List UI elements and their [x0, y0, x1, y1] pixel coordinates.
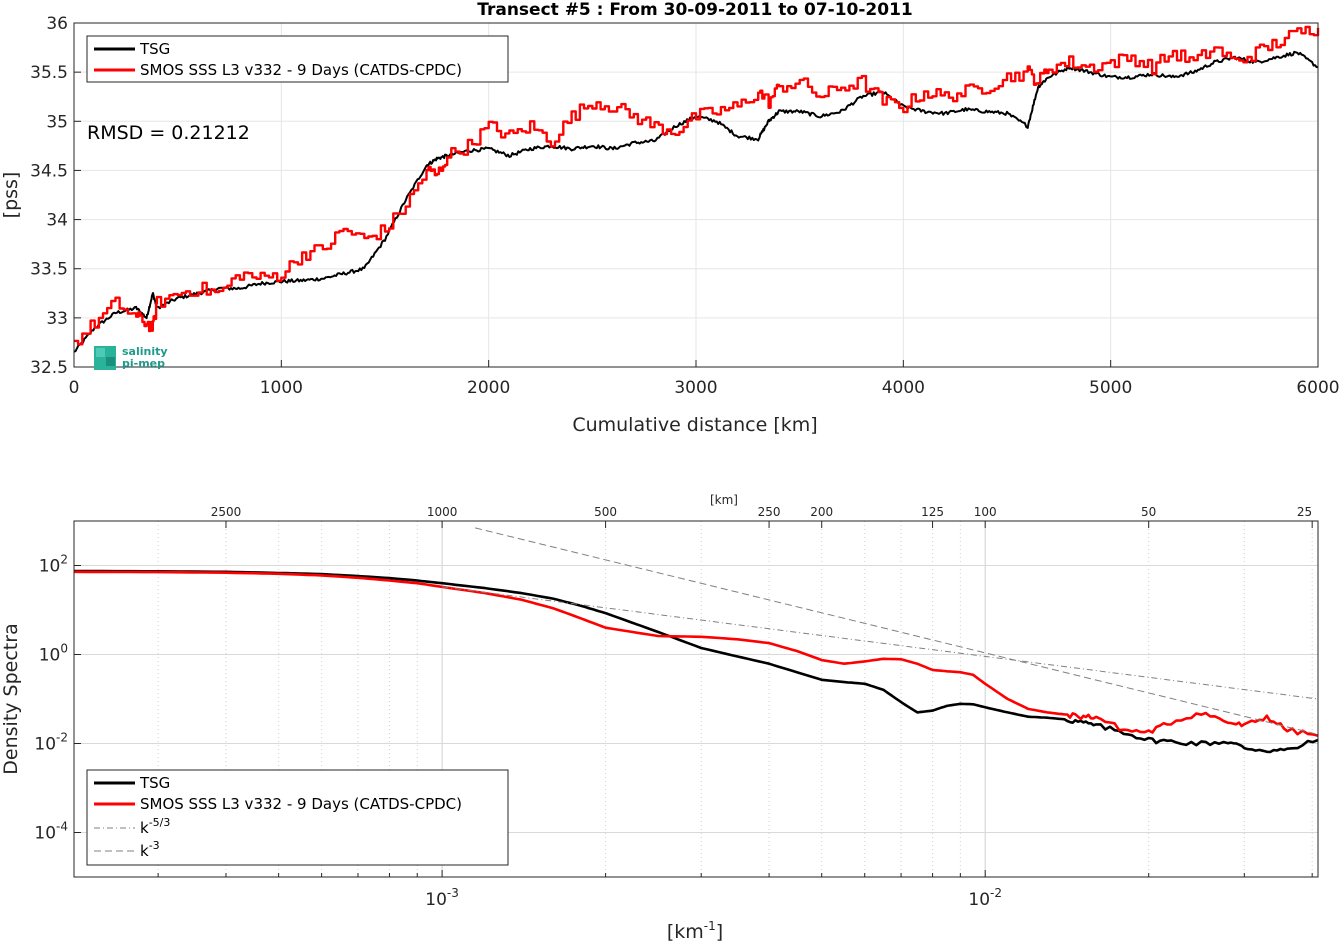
- bottom-x-axis-label: [km-1]: [667, 919, 723, 942]
- top-y-ticks: 32.5 33 33.5 34 34.5 35 35.5 36: [30, 14, 81, 378]
- top-x-tick-label: 1000: [260, 378, 303, 398]
- bottom-top-tick-label: 25: [1297, 505, 1312, 519]
- bottom-x-axis-label-base: [km: [667, 921, 704, 942]
- tick-exp: 2: [60, 553, 68, 567]
- tick-base: 10: [39, 646, 61, 666]
- top-x-tick-label: 0: [69, 378, 80, 398]
- top-chart-title: Transect #5 : From 30-09-2011 to 07-10-2…: [477, 0, 913, 20]
- top-y-tick-label: 33.5: [30, 260, 68, 280]
- bottom-series-k53-line: [442, 586, 1319, 700]
- tick-base: 10: [425, 890, 447, 910]
- top-x-tick-label: 5000: [1089, 378, 1132, 398]
- bottom-y-tick-label: 100: [39, 642, 68, 666]
- tick-base: 10: [968, 890, 990, 910]
- bottom-x-axis-label-close: ]: [716, 921, 723, 942]
- bottom-series-tsg-line: [74, 569, 1319, 754]
- bottom-top-tick-label: 2500: [211, 505, 242, 519]
- bottom-top-tick-label: 200: [810, 505, 833, 519]
- bottom-top-tick-label: 250: [758, 505, 781, 519]
- top-legend: TSG SMOS SSS L3 v332 - 9 Days (CATDS-CPD…: [86, 35, 509, 83]
- tick-exp: 0: [60, 642, 68, 656]
- tick-base: 10: [34, 735, 56, 755]
- bottom-plot-frame: [73, 520, 1319, 878]
- bottom-legend-label-tsg: TSG: [139, 774, 170, 792]
- bottom-top-axis-label: [km]: [710, 493, 738, 507]
- legend-k3-base: k: [140, 842, 149, 860]
- top-y-tick-label: 32.5: [30, 358, 68, 378]
- bottom-top-tick-label: 125: [921, 505, 944, 519]
- tick-exp: -2: [990, 886, 1002, 900]
- bottom-top-tick-label: 1000: [427, 505, 458, 519]
- top-legend-label-tsg: TSG: [139, 40, 170, 58]
- top-y-tick-label: 33: [46, 309, 68, 329]
- bottom-y-tick-label: 10-2: [34, 731, 68, 755]
- top-x-ticks: 0 1000 2000 3000 4000 5000 6000: [69, 360, 1339, 398]
- bottom-x-axis-label-exp: -1: [704, 919, 716, 933]
- bottom-y-axis-label: Density Spectra: [0, 623, 22, 774]
- bottom-top-axis-ticks: 2500 1000 500 250 200 125 100 50 25: [211, 505, 1313, 528]
- top-x-tick-label: 2000: [467, 378, 510, 398]
- top-y-tick-label: 34: [46, 211, 68, 231]
- top-series-smos-line: [74, 25, 1320, 346]
- tick-exp: -2: [56, 731, 68, 745]
- logo-text-salinity: salinity: [122, 345, 168, 358]
- top-y-tick-label: 35: [46, 112, 68, 132]
- salinity-pi-mep-logo: salinity pi-mep: [94, 345, 168, 370]
- bottom-legend-label-k3: k-3: [140, 839, 160, 860]
- top-x-tick-label: 4000: [882, 378, 925, 398]
- bottom-series-k3-line: [474, 527, 1319, 735]
- top-y-tick-label: 35.5: [30, 63, 68, 83]
- bottom-x-tick-label: 10-2: [968, 886, 1002, 910]
- bottom-series-smos-line: [73, 570, 1319, 737]
- legend-k3-exp: -3: [149, 839, 160, 852]
- tick-exp: -3: [447, 886, 459, 900]
- logo-text-pi-mep: pi-mep: [122, 357, 165, 370]
- tick-base: 10: [34, 824, 56, 844]
- top-y-axis-label: [pss]: [0, 172, 22, 219]
- legend-k53-exp: -5/3: [149, 816, 171, 829]
- top-y-tick-label: 34.5: [30, 161, 68, 181]
- legend-k53-base: k: [140, 819, 149, 837]
- bottom-legend-label-smos: SMOS SSS L3 v332 - 9 Days (CATDS-CPDC): [140, 795, 462, 813]
- rmsd-annotation: RMSD = 0.21212: [87, 122, 250, 144]
- top-x-tick-label: 6000: [1296, 378, 1339, 398]
- tick-exp: -4: [56, 820, 68, 834]
- bottom-legend-box: [86, 769, 509, 866]
- bottom-legend-label-k53: k-5/3: [140, 816, 170, 837]
- bottom-top-tick-label: 50: [1141, 505, 1156, 519]
- top-legend-box: [86, 35, 509, 83]
- bottom-y-tick-label: 10-4: [34, 820, 68, 844]
- bottom-series: [73, 527, 1319, 754]
- top-legend-label-smos: SMOS SSS L3 v332 - 9 Days (CATDS-CPDC): [140, 61, 462, 79]
- top-panel: Transect #5 : From 30-09-2011 to 07-10-2…: [0, 0, 1339, 436]
- bottom-x-tick-label: 10-3: [425, 886, 459, 910]
- bottom-y-tick-label: 102: [39, 553, 68, 577]
- bottom-top-tick-label: 100: [974, 505, 997, 519]
- top-y-tick-label: 36: [46, 14, 68, 34]
- bottom-legend: TSG SMOS SSS L3 v332 - 9 Days (CATDS-CPD…: [86, 769, 509, 866]
- logo-mark-cell: [106, 357, 115, 366]
- bottom-x-ticks: 10-3 10-2: [157, 870, 1313, 910]
- top-x-axis-label: Cumulative distance [km]: [572, 414, 817, 436]
- logo-mark-cell: [96, 348, 105, 357]
- bottom-top-tick-label: 500: [594, 505, 617, 519]
- top-series-tsg-line: [73, 50, 1319, 353]
- tick-base: 10: [39, 557, 61, 577]
- top-series: [73, 25, 1320, 353]
- top-x-tick-label: 3000: [674, 378, 717, 398]
